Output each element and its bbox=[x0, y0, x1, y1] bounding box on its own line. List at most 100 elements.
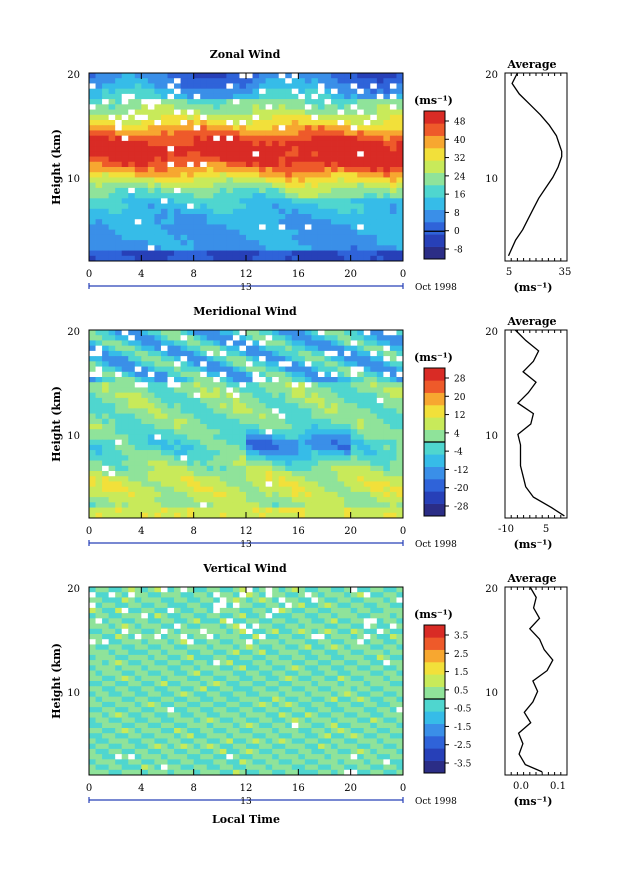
heatmap-cell bbox=[324, 330, 332, 336]
heatmap-cell bbox=[383, 397, 391, 404]
heatmap-cell bbox=[206, 78, 214, 84]
heatmap-cell bbox=[108, 486, 116, 493]
heatmap-cell bbox=[363, 691, 371, 698]
heatmap-cell bbox=[200, 99, 208, 105]
heatmap-cell bbox=[102, 728, 110, 734]
heatmap-cell bbox=[331, 592, 338, 598]
heatmap-cell bbox=[134, 135, 142, 142]
heatmap-cell bbox=[95, 387, 103, 394]
heatmap-cell bbox=[350, 429, 358, 435]
heatmap-cell bbox=[95, 234, 103, 241]
heatmap-cell bbox=[259, 722, 267, 729]
heatmap-cell bbox=[389, 455, 397, 461]
heatmap-cell bbox=[317, 691, 325, 698]
heatmap-cell bbox=[167, 172, 175, 178]
heatmap-cell bbox=[265, 597, 273, 604]
heatmap-cell bbox=[134, 728, 142, 734]
meridional-wind-ylabel: Height (km) bbox=[50, 386, 63, 462]
heatmap-cell bbox=[239, 193, 247, 199]
heatmap-cell bbox=[187, 377, 195, 383]
heatmap-cell bbox=[265, 465, 273, 472]
heatmap-cell bbox=[141, 634, 149, 640]
heatmap-cell bbox=[193, 140, 201, 147]
heatmap-cell bbox=[311, 140, 319, 147]
heatmap-cell bbox=[154, 507, 162, 514]
heatmap-cell bbox=[134, 356, 142, 362]
heatmap-cell bbox=[200, 255, 208, 262]
heatmap-cell bbox=[102, 507, 110, 514]
heatmap-cell bbox=[206, 397, 214, 404]
heatmap-cell bbox=[154, 623, 162, 630]
heatmap-cell bbox=[389, 350, 397, 357]
heatmap-cell bbox=[226, 413, 234, 420]
heatmap-cell bbox=[357, 602, 365, 609]
heatmap-cell bbox=[272, 413, 280, 420]
heatmap-cell bbox=[128, 240, 136, 246]
heatmap-cell bbox=[344, 193, 352, 199]
heatmap-cell bbox=[344, 366, 352, 373]
heatmap-cell bbox=[252, 471, 260, 477]
heatmap-cell bbox=[265, 623, 273, 630]
heatmap-cell bbox=[383, 330, 391, 336]
heatmap-cell bbox=[324, 125, 332, 131]
heatmap-cell bbox=[115, 135, 123, 142]
vertical-wind-title: Vertical Wind bbox=[202, 562, 287, 575]
heatmap-cell bbox=[363, 208, 371, 215]
heatmap-cell bbox=[174, 146, 181, 152]
heatmap-cell bbox=[134, 109, 142, 116]
heatmap-cell bbox=[108, 471, 116, 477]
heatmap-cell bbox=[278, 193, 286, 199]
heatmap-cell bbox=[259, 172, 267, 178]
heatmap-cell bbox=[200, 512, 208, 519]
heatmap-cell bbox=[265, 161, 273, 168]
heatmap-cell bbox=[396, 219, 404, 225]
heatmap-cell bbox=[187, 193, 195, 199]
heatmap-cell bbox=[278, 649, 286, 656]
heatmap-cell bbox=[344, 471, 352, 477]
heatmap-cell bbox=[363, 728, 371, 734]
heatmap-cell bbox=[291, 439, 299, 446]
heatmap-cell bbox=[298, 219, 306, 225]
colorbar-segment bbox=[424, 442, 445, 455]
heatmap-cell bbox=[357, 114, 365, 121]
heatmap-cell bbox=[259, 203, 267, 210]
heatmap-cell bbox=[226, 607, 234, 614]
heatmap-cell bbox=[383, 187, 391, 194]
heatmap-cell bbox=[121, 125, 129, 131]
heatmap-cell bbox=[278, 502, 286, 508]
heatmap-cell bbox=[95, 587, 103, 593]
heatmap-cell bbox=[232, 83, 240, 90]
heatmap-cell bbox=[246, 167, 253, 173]
heatmap-cell bbox=[331, 234, 338, 241]
heatmap-cell bbox=[167, 712, 175, 718]
heatmap-cell bbox=[160, 665, 168, 671]
heatmap-cell bbox=[160, 696, 168, 703]
heatmap-cell bbox=[246, 156, 253, 163]
heatmap-cell bbox=[272, 712, 280, 718]
heatmap-cell bbox=[331, 607, 338, 614]
heatmap-cell bbox=[389, 486, 397, 493]
heatmap-cell bbox=[108, 628, 116, 635]
heatmap-cell bbox=[252, 83, 260, 90]
heatmap-cell bbox=[193, 696, 201, 703]
heatmap-cell bbox=[298, 229, 306, 236]
heatmap-cell bbox=[232, 172, 240, 178]
heatmap-cell bbox=[317, 455, 325, 461]
heatmap-cell bbox=[134, 330, 142, 336]
heatmap-cell bbox=[259, 476, 267, 482]
heatmap-cell bbox=[383, 722, 391, 729]
heatmap-cell bbox=[311, 434, 319, 441]
heatmap-cell bbox=[396, 418, 404, 425]
heatmap-cell bbox=[383, 701, 391, 708]
heatmap-cell bbox=[213, 707, 221, 713]
heatmap-cell bbox=[89, 592, 96, 598]
heatmap-cell bbox=[246, 670, 253, 677]
heatmap-cell bbox=[206, 728, 214, 734]
heatmap-cell bbox=[291, 623, 299, 630]
heatmap-cell bbox=[226, 187, 234, 194]
heatmap-cell bbox=[213, 182, 221, 189]
heatmap-cell bbox=[200, 491, 208, 498]
heatmap-cell bbox=[121, 229, 129, 236]
heatmap-cell bbox=[259, 345, 267, 352]
heatmap-cell bbox=[154, 618, 162, 624]
